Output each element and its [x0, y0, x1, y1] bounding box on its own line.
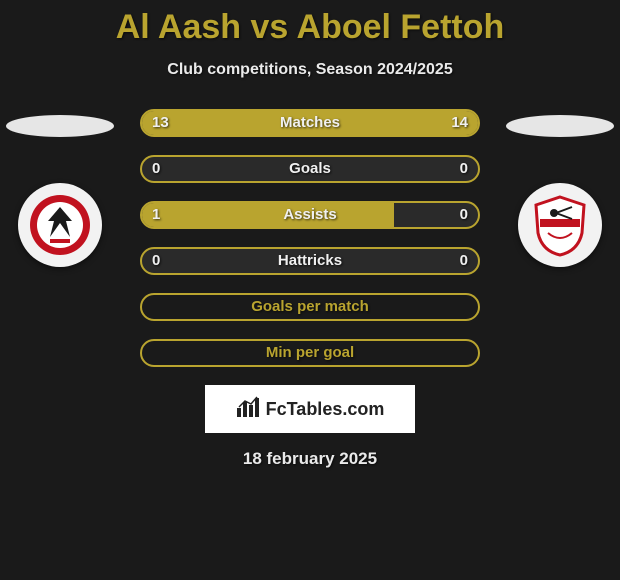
stat-row-assists: 1 Assists 0 [140, 201, 480, 229]
al-ahly-icon [28, 193, 92, 257]
stat-value-right: 0 [460, 203, 468, 227]
stat-row-goals-per-match: Goals per match [140, 293, 480, 321]
source-logo-text: FcTables.com [266, 399, 385, 420]
stat-label: Min per goal [266, 344, 354, 361]
snapshot-date: 18 february 2025 [0, 449, 620, 469]
stat-row-goals: 0 Goals 0 [140, 155, 480, 183]
stat-row-min-per-goal: Min per goal [140, 339, 480, 367]
stat-value-right: 14 [451, 111, 468, 135]
stat-label: Matches [142, 111, 478, 135]
player-right [500, 109, 620, 267]
stat-label: Assists [142, 203, 478, 227]
stat-row-hattricks: 0 Hattricks 0 [140, 247, 480, 275]
chart-bars-icon [236, 396, 260, 423]
player-left [0, 109, 120, 267]
stat-rows: 13 Matches 14 0 Goals 0 1 Assists 0 0 Ha… [140, 109, 480, 367]
club-badge-left [18, 183, 102, 267]
stat-value-right: 0 [460, 157, 468, 181]
stat-label: Goals per match [251, 298, 369, 315]
stat-value-right: 0 [460, 249, 468, 273]
stat-label: Hattricks [142, 249, 478, 273]
player-silhouette-left [0, 109, 120, 143]
page-subtitle: Club competitions, Season 2024/2025 [0, 61, 620, 79]
stat-row-matches: 13 Matches 14 [140, 109, 480, 137]
stat-label: Goals [142, 157, 478, 181]
page-title: Al Aash vs Aboel Fettoh [0, 0, 620, 47]
zamalek-icon [528, 193, 592, 257]
comparison-content: 13 Matches 14 0 Goals 0 1 Assists 0 0 Ha… [0, 109, 620, 469]
player-silhouette-right [500, 109, 620, 143]
source-logo: FcTables.com [205, 385, 415, 433]
club-badge-right [518, 183, 602, 267]
